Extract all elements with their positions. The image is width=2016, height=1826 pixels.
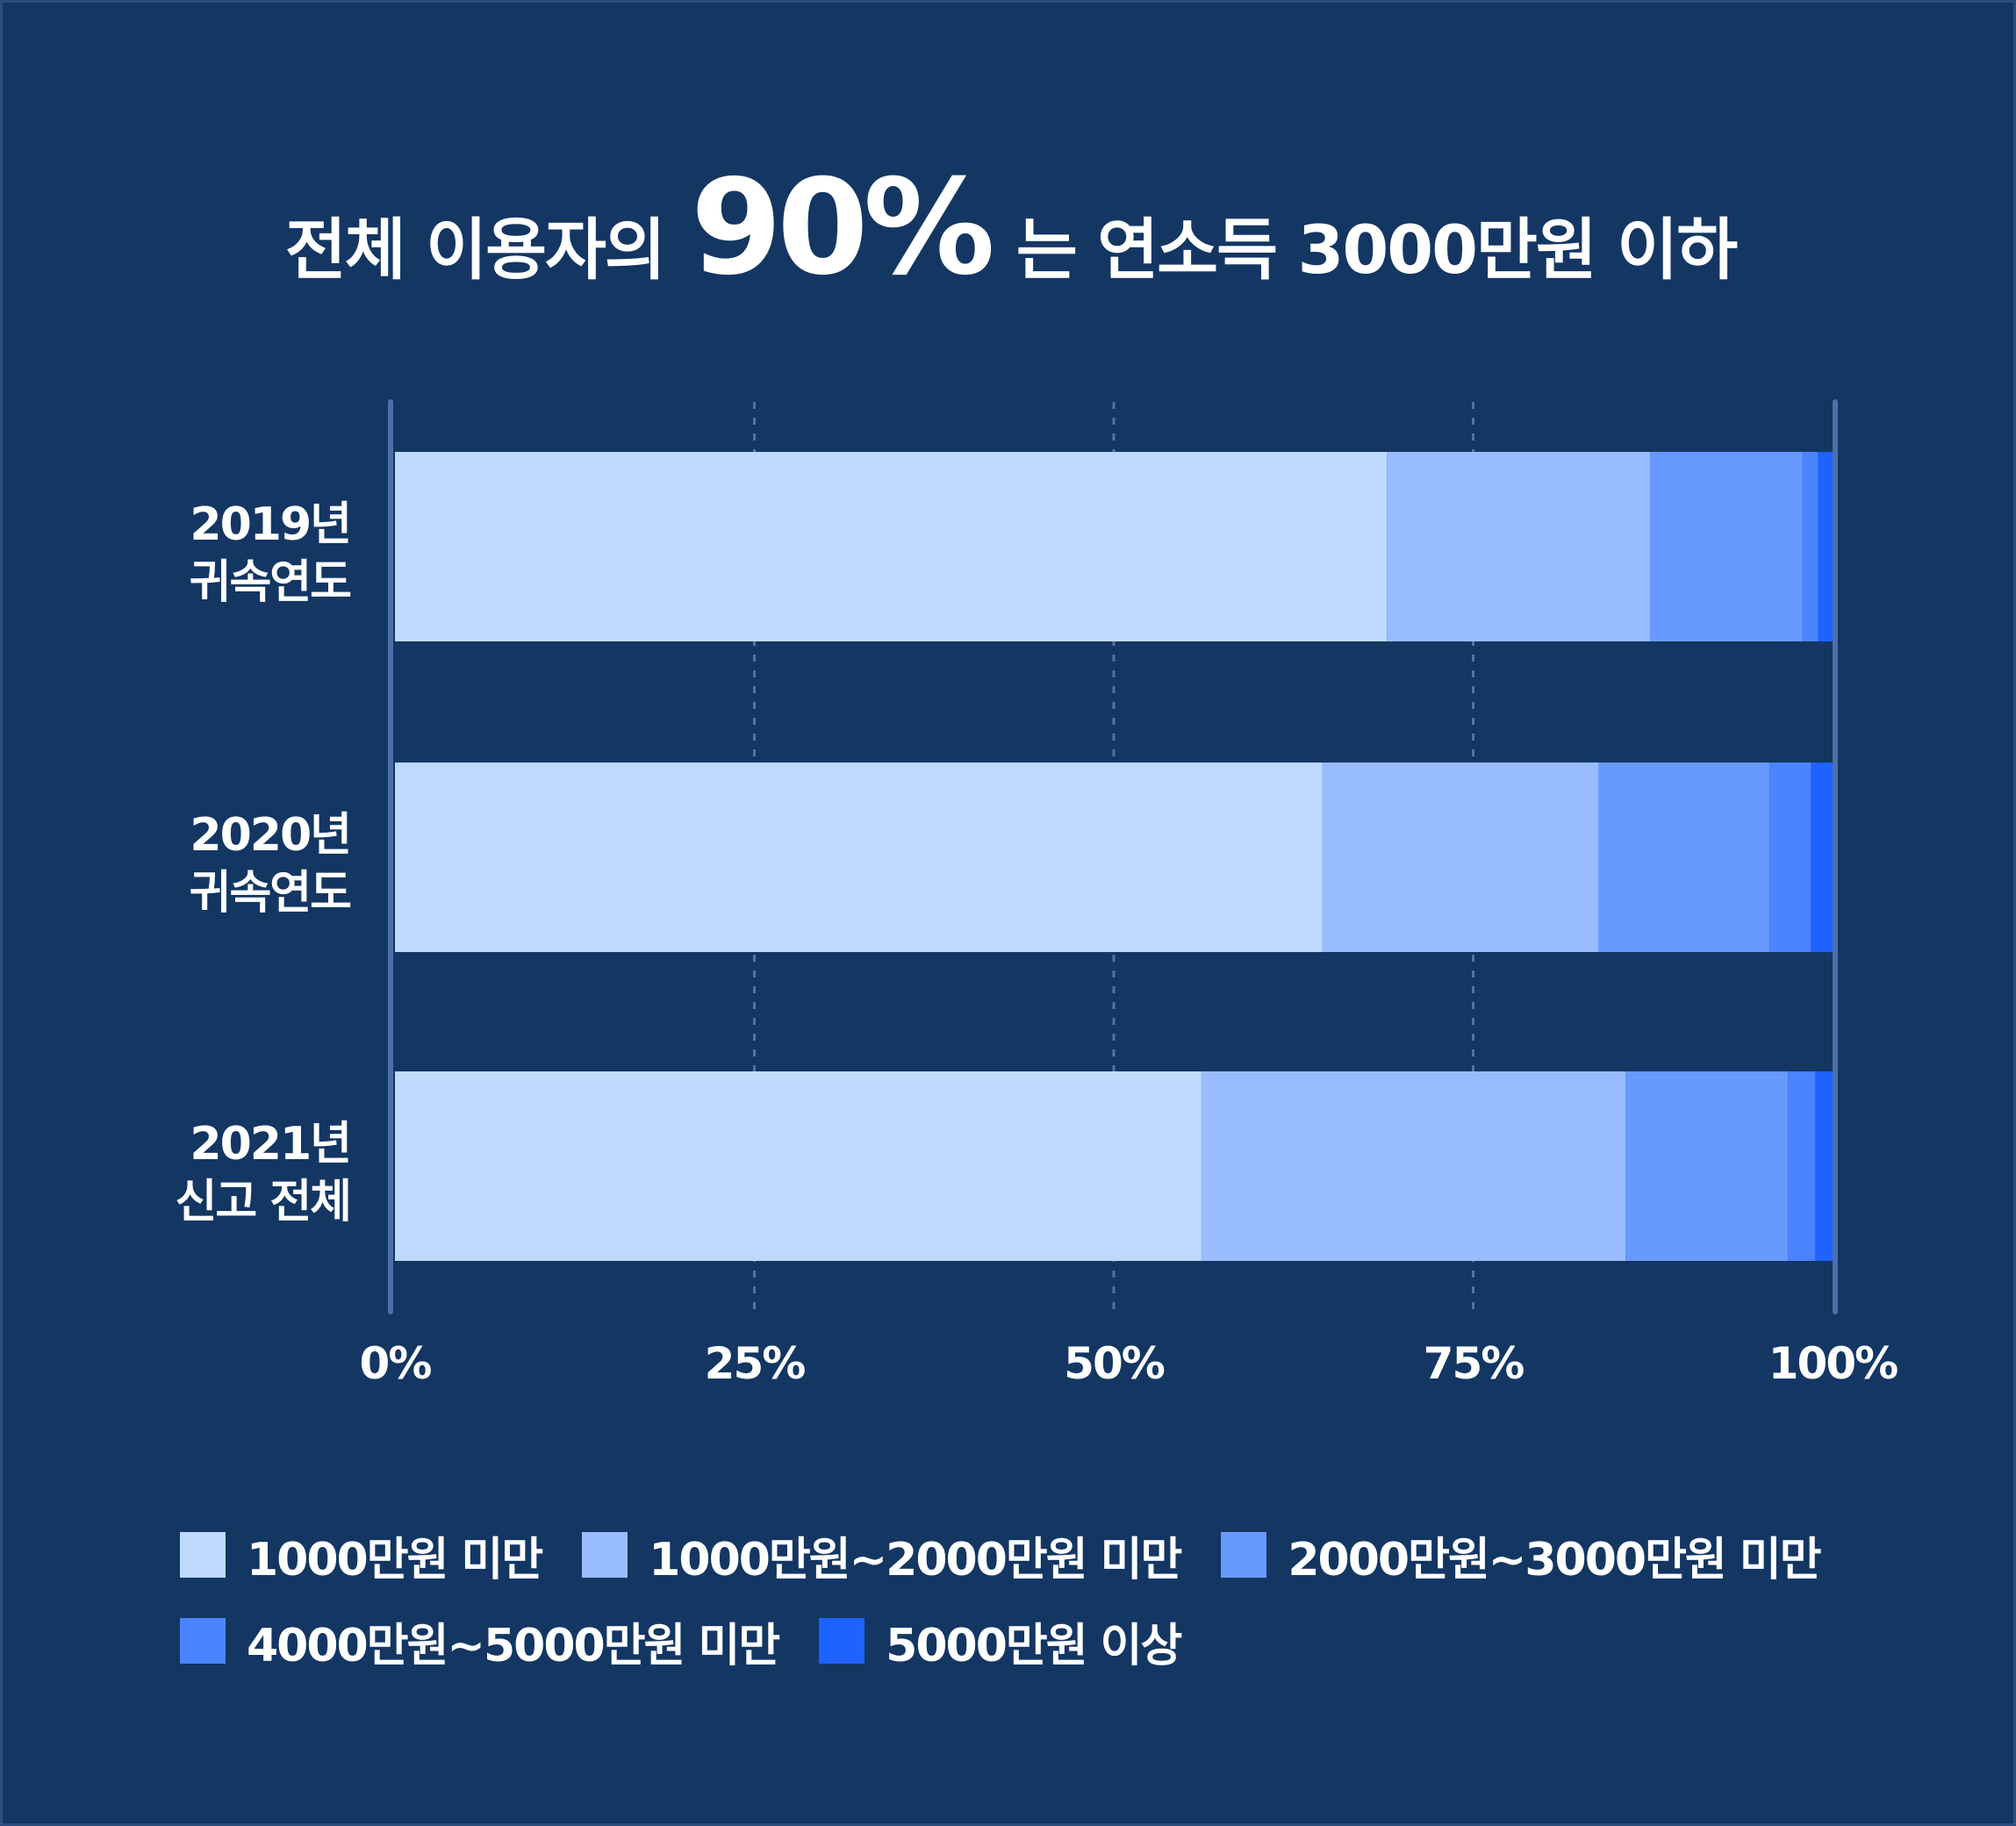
bar-segment <box>1201 1071 1626 1261</box>
legend-label: 5000만원 이상 <box>886 1619 1182 1672</box>
legend-swatch <box>180 1532 226 1578</box>
category-label: 귀속연도 <box>190 867 352 920</box>
legend-item: 1000만원~2000만원 미만 <box>582 1522 1182 1588</box>
bar-segment <box>1811 763 1833 952</box>
legend: 1000만원 미만 1000만원~2000만원 미만 2000만원~3000만원 미… <box>180 1512 1988 1684</box>
bar-segment <box>1815 1071 1833 1261</box>
chart-title: 전체 이용자의 90% 는 연소득 3000만원 이하 <box>3 152 2016 327</box>
bar-segment <box>1322 763 1599 952</box>
category-label: 2019년 <box>190 498 350 551</box>
bar-segment <box>1387 452 1650 641</box>
title-prefix: 전체 이용자의 <box>284 211 666 289</box>
legend-swatch <box>1221 1532 1267 1578</box>
x-tick-label: 100% <box>1768 1338 1898 1389</box>
bar-segment <box>1649 452 1803 641</box>
legend-label: 1000만원~2000만원 미만 <box>649 1533 1182 1586</box>
legend-row: 1000만원 미만 1000만원~2000만원 미만 2000만원~3000만원 미… <box>180 1512 1988 1598</box>
category-label: 2021년 <box>190 1118 350 1171</box>
title-highlight: 90% <box>690 152 995 304</box>
x-tick-label: 25% <box>705 1338 806 1389</box>
bar-segment <box>395 452 1388 641</box>
legend-item: 1000만원 미만 <box>180 1522 543 1588</box>
bar-segment <box>395 763 1323 952</box>
legend-label: 2000만원~3000만원 미만 <box>1288 1533 1821 1586</box>
x-tick-label: 75% <box>1424 1338 1525 1389</box>
x-tick-label: 0% <box>360 1338 432 1389</box>
category-label: 2020년 <box>190 809 350 862</box>
legend-item: 4000만원~5000만원 미만 <box>180 1608 780 1674</box>
x-tick-label: 50% <box>1064 1338 1165 1389</box>
category-label: 신고 전체 <box>176 1176 350 1228</box>
bar-segment <box>1598 763 1769 952</box>
legend-swatch <box>582 1532 628 1578</box>
legend-swatch <box>819 1618 865 1664</box>
legend-label: 1000만원 미만 <box>247 1533 543 1586</box>
bar-segment <box>1625 1071 1789 1261</box>
bar-segment <box>395 1071 1202 1261</box>
legend-item: 2000만원~3000만원 미만 <box>1221 1522 1822 1588</box>
title-suffix: 는 연소득 3000만원 이하 <box>1015 211 1738 289</box>
bar-segment <box>1768 763 1812 952</box>
category-label: 귀속연도 <box>190 556 352 609</box>
legend-label: 4000만원~5000만원 미만 <box>247 1619 780 1672</box>
bar-segment <box>1788 1071 1816 1261</box>
bar-segment <box>1802 452 1819 641</box>
bar-segment <box>1818 452 1833 641</box>
legend-item: 5000만원 이상 <box>819 1608 1182 1674</box>
legend-row: 4000만원~5000만원 미만 5000만원 이상 <box>180 1598 1988 1684</box>
legend-swatch <box>180 1618 226 1664</box>
